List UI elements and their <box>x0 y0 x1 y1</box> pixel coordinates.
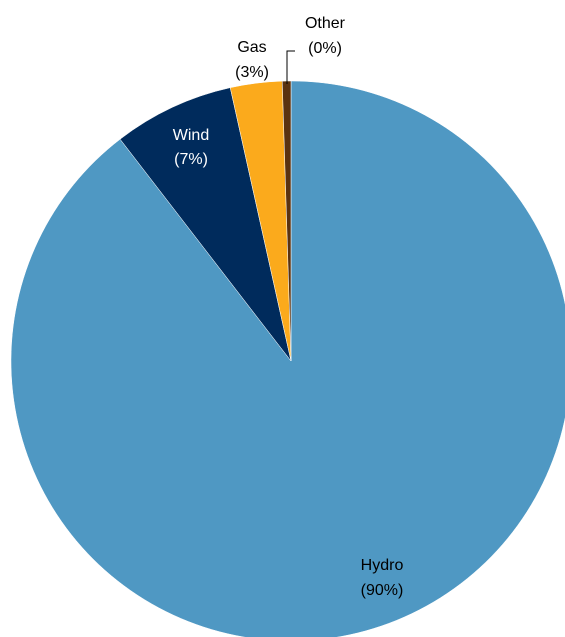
label-hydro-pct: (90%) <box>361 582 404 599</box>
other-leader-line <box>286 50 295 84</box>
label-gas-pct: (3%) <box>235 64 269 81</box>
label-gas-name: Gas <box>237 39 266 56</box>
pie-slices <box>10 80 565 637</box>
label-other-pct: (0%) <box>308 40 342 57</box>
label-other-name: Other <box>305 15 346 32</box>
label-wind-name: Wind <box>173 127 209 144</box>
slice-wind <box>119 87 292 362</box>
slice-hydro <box>10 80 565 637</box>
label-hydro-name: Hydro <box>361 557 404 574</box>
label-wind-pct: (7%) <box>174 151 208 168</box>
